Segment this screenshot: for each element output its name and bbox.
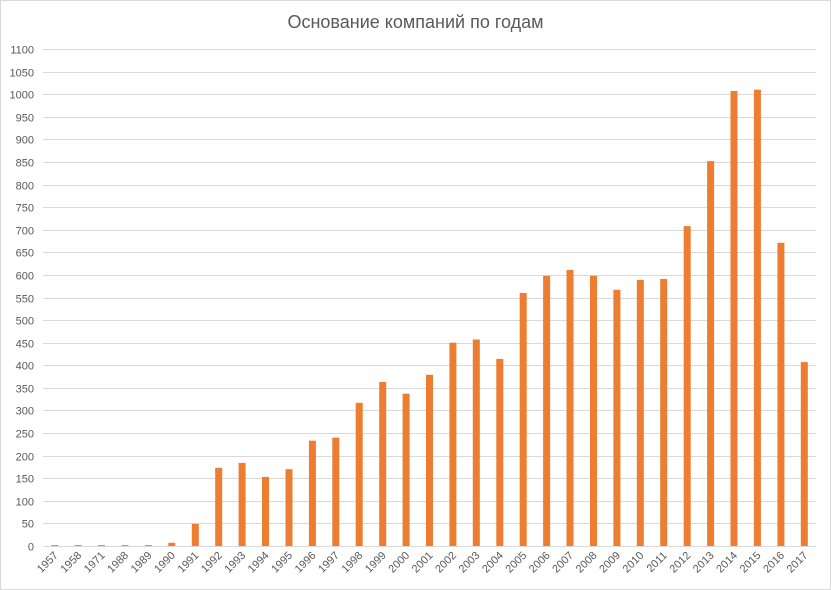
bar-2003 — [472, 339, 480, 546]
bar-2004 — [496, 358, 504, 546]
y-tick-label: 750 — [16, 203, 34, 215]
y-tick-label: 350 — [16, 384, 34, 396]
chart-title: Основание компаний по годам — [287, 12, 544, 32]
x-tick-label: 2002 — [433, 550, 459, 576]
y-tick-label: 1100 — [10, 45, 34, 57]
x-tick-label: 2011 — [645, 550, 670, 575]
y-tick-label: 450 — [16, 339, 34, 351]
bar-1958 — [74, 545, 82, 546]
bar-2010 — [636, 279, 644, 546]
x-tick-label: 1999 — [363, 550, 389, 576]
bar-2001 — [426, 374, 433, 546]
y-tick-label: 650 — [16, 248, 34, 260]
x-tick-label: 2012 — [668, 550, 694, 576]
x-tick-label: 1994 — [246, 550, 272, 576]
y-tick-label: 800 — [16, 181, 34, 193]
x-tick-label: 2001 — [410, 550, 436, 576]
bar-1990 — [168, 542, 176, 546]
x-tick-label: 1957 — [35, 550, 61, 576]
x-tick-label: 1989 — [129, 550, 155, 576]
bar-1993 — [238, 462, 246, 546]
y-tick-label: 1050 — [10, 68, 34, 80]
x-tick-label: 1996 — [293, 550, 319, 576]
x-tick-label: 1998 — [340, 550, 366, 576]
bar-2015 — [753, 89, 761, 546]
bar-1971 — [98, 545, 106, 546]
bar-2008 — [590, 275, 597, 546]
x-tick-label: 2010 — [621, 550, 647, 576]
x-tick-label: 1997 — [316, 550, 342, 576]
x-tick-label: 2003 — [457, 550, 483, 576]
y-tick-label: 500 — [16, 316, 34, 328]
bar-1992 — [215, 467, 223, 546]
bar-2014 — [730, 91, 738, 546]
bar-2005 — [519, 293, 527, 546]
bar-2016 — [777, 242, 785, 547]
bar-2017 — [800, 362, 808, 546]
x-tick-label: 2009 — [597, 550, 623, 576]
y-tick-label: 100 — [16, 497, 34, 509]
y-tick-label: 300 — [16, 406, 34, 418]
x-tick-label: 1991 — [176, 550, 202, 576]
y-tick-label: 200 — [16, 452, 34, 464]
y-tick-label: 600 — [16, 271, 34, 283]
y-tick-label: 1000 — [10, 90, 34, 102]
x-tick-label: 2007 — [550, 550, 576, 576]
bar-2012 — [683, 226, 691, 546]
x-tick-label: 1990 — [152, 550, 178, 576]
bar-2011 — [660, 279, 668, 546]
bar-1997 — [332, 437, 340, 546]
bar-2002 — [449, 342, 457, 546]
y-tick-label: 700 — [16, 226, 34, 238]
x-tick-label: 2000 — [386, 550, 412, 576]
x-tick-label: 2005 — [504, 550, 530, 576]
y-tick-label: 550 — [16, 294, 34, 306]
x-tick-label: 2006 — [527, 550, 553, 576]
bar-2013 — [707, 161, 715, 546]
bar-1999 — [379, 382, 387, 546]
x-tick-label: 2017 — [785, 550, 811, 576]
bar-1996 — [308, 440, 316, 546]
x-tick-label: 2004 — [480, 550, 506, 576]
y-tick-label: 0 — [28, 542, 34, 554]
bar-1995 — [285, 469, 293, 546]
bar-1994 — [262, 476, 269, 546]
x-tick-label: 1958 — [58, 550, 84, 576]
y-tick-label: 50 — [22, 519, 34, 531]
y-tick-label: 150 — [16, 474, 34, 486]
bar-2000 — [402, 393, 410, 546]
bar-2006 — [543, 275, 551, 546]
x-tick-label: 1971 — [82, 550, 108, 576]
x-tick-label: 1988 — [105, 550, 131, 576]
bar-1957 — [51, 545, 59, 546]
x-tick-label: 1995 — [269, 550, 295, 576]
y-tick-label: 850 — [16, 158, 34, 170]
x-tick-label: 2016 — [761, 550, 787, 576]
y-tick-label: 250 — [16, 429, 34, 441]
bar-2009 — [613, 289, 621, 546]
bar-1988 — [121, 545, 129, 546]
x-tick-label: 1992 — [199, 550, 225, 576]
bar-1998 — [355, 402, 363, 546]
y-tick-label: 400 — [16, 361, 34, 373]
bar-1989 — [144, 545, 152, 546]
x-tick-label: 2014 — [714, 550, 740, 576]
x-tick-label: 2015 — [738, 550, 764, 576]
bar-2007 — [566, 269, 574, 546]
bar-1991 — [191, 523, 199, 546]
y-tick-label: 900 — [16, 135, 34, 147]
x-tick-label: 2008 — [574, 550, 600, 576]
y-tick-label: 950 — [16, 113, 34, 125]
x-tick-label: 1993 — [222, 550, 248, 576]
x-tick-label: 2013 — [691, 550, 717, 576]
